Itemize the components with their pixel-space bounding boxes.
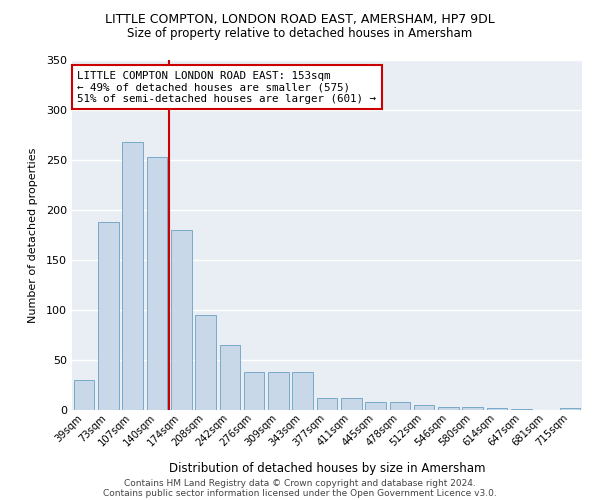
Bar — [98, 222, 119, 410]
X-axis label: Distribution of detached houses by size in Amersham: Distribution of detached houses by size … — [169, 462, 485, 475]
Bar — [122, 142, 143, 410]
Bar — [511, 409, 532, 410]
Bar — [341, 398, 362, 410]
Bar — [195, 315, 216, 410]
Bar — [438, 407, 459, 410]
Bar — [389, 402, 410, 410]
Bar — [244, 372, 265, 410]
Text: LITTLE COMPTON, LONDON ROAD EAST, AMERSHAM, HP7 9DL: LITTLE COMPTON, LONDON ROAD EAST, AMERSH… — [105, 12, 495, 26]
Bar — [463, 407, 483, 410]
Bar — [146, 157, 167, 410]
Text: Contains public sector information licensed under the Open Government Licence v3: Contains public sector information licen… — [103, 488, 497, 498]
Bar — [365, 402, 386, 410]
Text: Contains HM Land Registry data © Crown copyright and database right 2024.: Contains HM Land Registry data © Crown c… — [124, 478, 476, 488]
Bar — [317, 398, 337, 410]
Text: Size of property relative to detached houses in Amersham: Size of property relative to detached ho… — [127, 28, 473, 40]
Bar — [171, 230, 191, 410]
Bar — [487, 408, 508, 410]
Bar — [292, 372, 313, 410]
Bar — [220, 345, 240, 410]
Bar — [268, 372, 289, 410]
Bar — [74, 380, 94, 410]
Y-axis label: Number of detached properties: Number of detached properties — [28, 148, 38, 322]
Bar — [560, 408, 580, 410]
Bar — [414, 405, 434, 410]
Text: LITTLE COMPTON LONDON ROAD EAST: 153sqm
← 49% of detached houses are smaller (57: LITTLE COMPTON LONDON ROAD EAST: 153sqm … — [77, 70, 376, 104]
